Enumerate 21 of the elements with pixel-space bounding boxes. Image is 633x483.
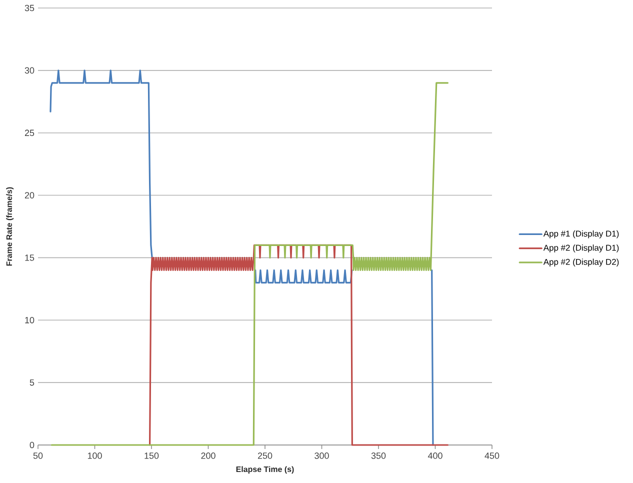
y-tick-label: 30 [24, 67, 34, 74]
y-tick-label: 10 [25, 316, 34, 324]
x-tick-label: 350 [371, 452, 386, 459]
legend-label: App #2 (Display D1) [543, 244, 619, 252]
y-tick-label: 20 [24, 192, 34, 198]
line-series [148, 244, 449, 446]
legend-label: App #2 (Display D2) [543, 258, 619, 267]
y-tick-label: 35 [24, 4, 34, 12]
legend-label: App #1 (Display D1) [543, 230, 619, 238]
x-tick-label: 100 [88, 452, 102, 459]
y-tick-label: 5 [30, 379, 34, 386]
y-tick-label: 0 [30, 442, 34, 448]
x-tick-label: 50 [33, 452, 43, 459]
x-tick-label: 250 [258, 452, 272, 459]
x-tick-label: 400 [428, 452, 442, 459]
x-tick-label: 150 [144, 452, 159, 459]
x-tick-label: 200 [201, 452, 216, 459]
y-tick-label: 15 [25, 254, 34, 261]
y-tick-label: 25 [24, 130, 34, 136]
x-tick-label: 450 [484, 452, 500, 459]
x-tick-label: 300 [314, 452, 329, 459]
